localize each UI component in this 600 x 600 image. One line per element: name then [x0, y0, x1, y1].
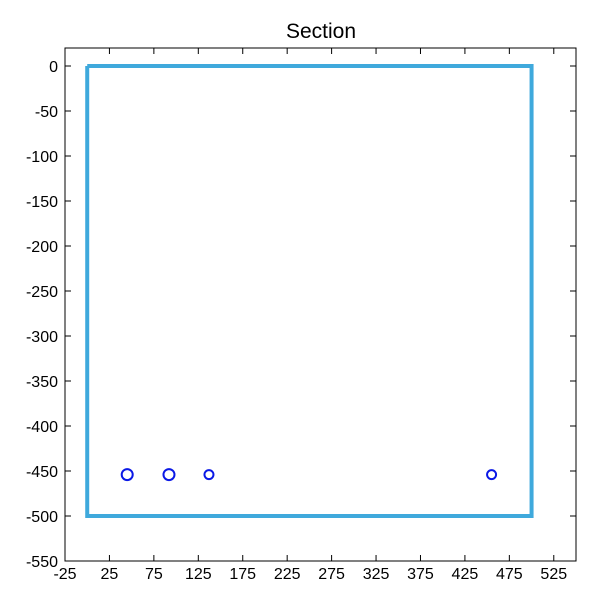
data-point	[486, 469, 498, 481]
data-point	[162, 468, 176, 482]
x-tick-label: 425	[452, 566, 479, 583]
y-tick-label: -50	[35, 104, 58, 121]
x-tick-label: 325	[363, 566, 390, 583]
y-tick-label: -500	[26, 509, 58, 526]
x-tick-label: 525	[540, 566, 567, 583]
data-point	[203, 469, 215, 481]
x-tick-label: 125	[185, 566, 212, 583]
x-tick-label: 75	[145, 566, 163, 583]
x-tick-label: -25	[53, 566, 76, 583]
plot-frame	[64, 47, 577, 562]
section-outline	[85, 64, 534, 518]
x-tick-label: 175	[229, 566, 256, 583]
x-axis: -25 25 75 125 175 225 275 325 375 425 475 525	[53, 48, 567, 583]
y-tick-label: -300	[26, 329, 58, 346]
data-point	[120, 468, 134, 482]
x-tick-label: 225	[274, 566, 301, 583]
y-tick-label: -150	[26, 194, 58, 211]
y-tick-label: -200	[26, 239, 58, 256]
y-tick-label: -400	[26, 419, 58, 436]
y-tick-label: -350	[26, 374, 58, 391]
y-axis: 0 -50 -100 -150 -200 -250 -300 -350 -400 -450 -500…	[26, 59, 576, 571]
reinforcement-points	[120, 468, 498, 482]
y-tick-label: -250	[26, 284, 58, 301]
x-tick-label: 275	[318, 566, 345, 583]
y-tick-label: -100	[26, 149, 58, 166]
y-tick-label: -450	[26, 464, 58, 481]
y-tick-label: 0	[49, 59, 58, 76]
x-tick-label: 375	[407, 566, 434, 583]
x-tick-label: 25	[101, 566, 119, 583]
chart-title: Section	[286, 20, 356, 43]
x-tick-label: 475	[496, 566, 523, 583]
y-tick-label: -550	[26, 554, 58, 571]
